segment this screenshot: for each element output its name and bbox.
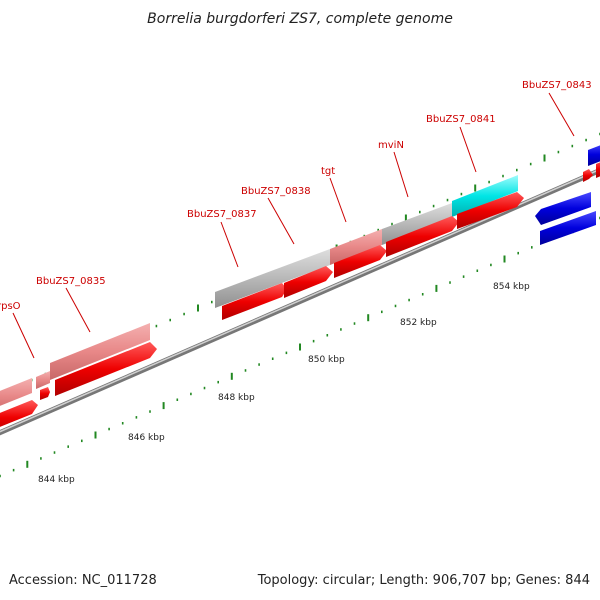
topology-text: Topology: circular; Length: 906,707 bp; …: [257, 573, 590, 588]
gene-label[interactable]: BbuZS7_0841: [426, 114, 496, 125]
cds-arrow[interactable]: [596, 160, 600, 178]
reverse-cds-track: [535, 143, 600, 245]
gene-label[interactable]: BbuZS7_0835: [36, 276, 106, 287]
accession-text: Accession: NC_011728: [9, 573, 157, 588]
gene-label[interactable]: BbuZS7_0843: [522, 80, 592, 91]
scale-label: 844 kbp: [38, 475, 75, 485]
gene-label[interactable]: rpsO: [0, 301, 21, 312]
cds-arrow[interactable]: [284, 266, 333, 298]
cds-arrow[interactable]: [0, 400, 38, 435]
forward-cds-track: [0, 160, 600, 435]
map-title: Borrelia burgdorferi ZS7, complete genom…: [147, 11, 453, 27]
scale-label: 848 kbp: [218, 393, 255, 403]
cds-arrow-reverse[interactable]: [540, 211, 596, 245]
scale-label: 854 kbp: [493, 282, 530, 292]
cds-arrow[interactable]: [334, 245, 387, 278]
cds-arrow[interactable]: [386, 216, 459, 257]
cds-arrow[interactable]: [55, 342, 157, 396]
sequence-backbone: [0, 167, 600, 436]
gene-rpsO-small[interactable]: [36, 371, 50, 389]
gene-label[interactable]: tgt: [321, 166, 335, 177]
gene-label[interactable]: mviN: [378, 140, 404, 151]
gene-BbuZS7_0835[interactable]: [50, 323, 150, 380]
cds-arrow[interactable]: [583, 169, 593, 182]
gene-BbuZS7_0837[interactable]: [215, 249, 330, 308]
gene-track: [0, 175, 518, 414]
gene-labels: BbuZS7_0843 BbuZS7_0841 mviN tgt BbuZS7_…: [0, 80, 592, 312]
gene-mviN[interactable]: [382, 203, 452, 245]
gene-label[interactable]: BbuZS7_0838: [241, 186, 311, 197]
scale-label: 852 kbp: [400, 318, 437, 328]
cds-arrow[interactable]: [457, 192, 524, 229]
scale-label: 846 kbp: [128, 433, 165, 443]
gene-BbuZS7_0841[interactable]: [452, 175, 518, 217]
gene-label[interactable]: BbuZS7_0837: [187, 209, 257, 220]
cds-arrow[interactable]: [222, 283, 287, 320]
gene-rpsO[interactable]: [0, 378, 32, 414]
gene-tgt[interactable]: [330, 229, 382, 265]
scale-label: 850 kbp: [308, 355, 345, 365]
scale-labels: 854 kbp 852 kbp 850 kbp 848 kbp 846 kbp …: [38, 282, 530, 485]
cds-arrow-reverse[interactable]: [588, 143, 600, 166]
cds-arrow[interactable]: [40, 387, 50, 400]
label-leaders: [12, 92, 575, 359]
cds-arrow-reverse[interactable]: [535, 192, 591, 225]
